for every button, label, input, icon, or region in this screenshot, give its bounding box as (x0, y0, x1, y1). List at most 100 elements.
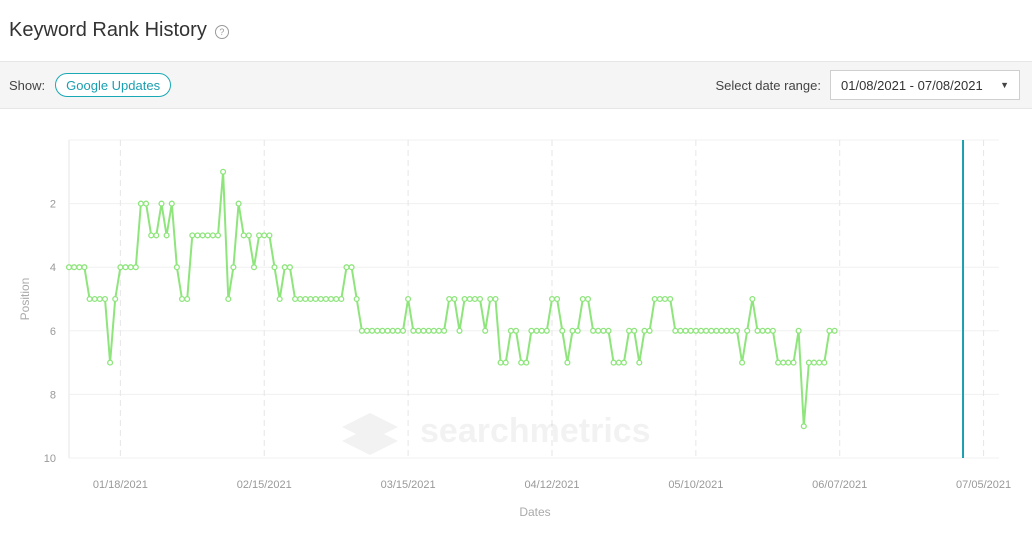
data-point (764, 327, 771, 334)
data-point (281, 264, 288, 271)
data-point (230, 264, 237, 271)
data-point (178, 295, 186, 303)
data-point (605, 327, 612, 334)
data-point (148, 232, 155, 239)
data-point (754, 327, 761, 334)
date-range-select[interactable]: 01/08/2021 - 07/08/2021 ▼ (830, 70, 1020, 100)
data-point (415, 327, 422, 334)
data-point (194, 232, 201, 239)
x-tick-label: 04/12/2021 (524, 479, 579, 491)
data-point (451, 295, 458, 303)
data-point (107, 359, 114, 366)
data-point (204, 232, 211, 239)
data-point (595, 327, 602, 334)
data-point (96, 295, 103, 303)
data-point (523, 359, 530, 366)
data-point (307, 295, 314, 303)
data-point (173, 264, 180, 271)
data-point (81, 264, 88, 271)
data-point (800, 423, 807, 430)
data-point (410, 327, 417, 334)
data-point (302, 295, 309, 303)
data-point (775, 359, 782, 366)
data-point (322, 295, 329, 303)
data-point (805, 359, 812, 366)
caret-down-icon: ▼ (1000, 80, 1009, 90)
data-point (507, 327, 514, 334)
data-point (600, 327, 607, 334)
data-point (158, 200, 165, 207)
data-point (122, 264, 129, 271)
question-circle-icon[interactable]: ? (214, 25, 229, 39)
data-point (780, 359, 787, 366)
data-point (235, 200, 242, 207)
data-point (384, 327, 391, 334)
data-point (405, 295, 412, 303)
data-point (661, 295, 669, 303)
y-tick-label: 2 (50, 199, 56, 211)
page-header: Keyword Rank History ? (0, 0, 1032, 61)
data-point (703, 327, 710, 334)
data-point (65, 264, 73, 271)
data-point (620, 359, 627, 366)
x-tick-label: 02/15/2021 (237, 479, 292, 491)
data-point (769, 327, 776, 334)
data-point (327, 295, 335, 303)
data-point (441, 327, 448, 334)
data-point (153, 232, 160, 239)
data-point (266, 232, 273, 239)
data-point (826, 327, 833, 334)
chart-grid (68, 139, 999, 459)
date-range-value: 01/08/2021 - 07/08/2021 (841, 77, 983, 93)
data-point (209, 232, 216, 239)
data-point (708, 327, 715, 334)
data-point (538, 327, 545, 334)
data-point (420, 327, 427, 334)
data-point (528, 327, 535, 334)
data-point (379, 327, 386, 334)
data-point (569, 327, 576, 334)
google-updates-button[interactable]: Google Updates (55, 73, 172, 97)
data-point (821, 359, 828, 366)
data-point (220, 168, 227, 175)
x-axis-label: Dates (519, 505, 550, 519)
data-point (430, 327, 437, 334)
data-point (292, 295, 299, 303)
date-range-label: Select date range: (715, 77, 821, 93)
data-point (250, 264, 258, 271)
x-tick-label: 05/10/2021 (668, 479, 723, 491)
data-point (790, 359, 797, 366)
data-point (240, 232, 247, 239)
data-point (112, 295, 119, 303)
data-point (641, 327, 648, 334)
data-point (101, 295, 109, 303)
data-point (559, 327, 566, 334)
y-tick-label: 8 (50, 389, 56, 401)
data-point (435, 327, 442, 334)
data-point (795, 327, 802, 334)
chart-svg: searchmetrics 2 4 6 8 10 01/18/2021 02/15/202… (18, 139, 1011, 519)
rank-history-chart: searchmetrics 2 4 6 8 10 01/18/2021 02/15/202… (0, 109, 1032, 538)
show-label: Show: (9, 77, 46, 93)
data-point (127, 264, 134, 271)
data-point (137, 200, 144, 207)
data-point (615, 359, 622, 366)
data-point (492, 295, 499, 303)
data-point (225, 295, 232, 303)
data-point (626, 327, 633, 334)
data-point (261, 232, 268, 239)
data-point (214, 232, 222, 239)
data-point (476, 295, 484, 303)
series-points (65, 168, 838, 430)
data-point (425, 327, 432, 334)
data-point (713, 327, 720, 334)
x-tick-label: 06/07/2021 (812, 479, 867, 491)
data-point (739, 359, 746, 366)
data-point (636, 359, 643, 366)
data-point (518, 359, 525, 366)
data-point (512, 327, 520, 334)
data-point (353, 295, 360, 303)
data-point (471, 295, 478, 303)
y-tick-labels: 2 4 6 8 10 (44, 199, 56, 465)
data-point (667, 295, 674, 303)
